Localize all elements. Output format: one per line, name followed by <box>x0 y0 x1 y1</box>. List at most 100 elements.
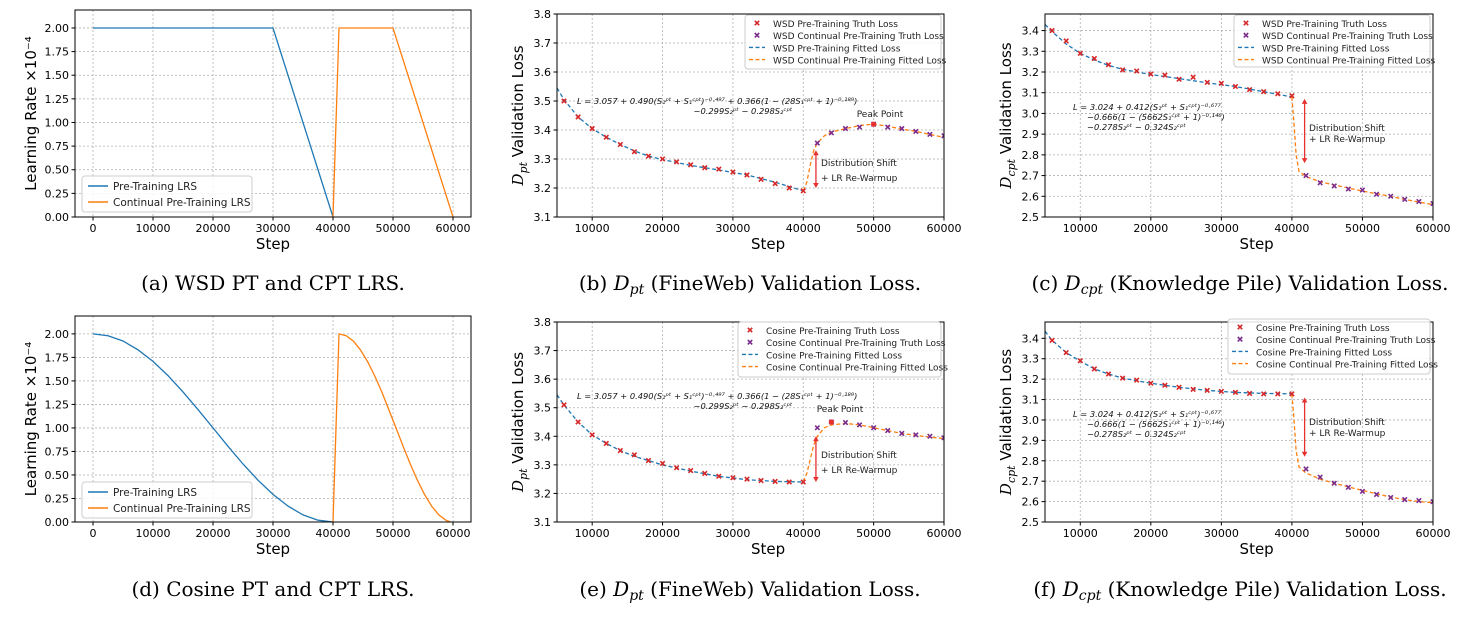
peak-point-marker <box>871 121 877 127</box>
x-tick-label: 10000 <box>1063 527 1098 540</box>
y-tick-label: 0.50 <box>45 164 70 177</box>
data-point <box>800 188 807 194</box>
data-point <box>1402 196 1408 203</box>
caption-prefix: (b) <box>579 271 614 295</box>
data-point <box>1162 382 1168 389</box>
series-line-3 <box>1291 393 1433 504</box>
y-label-subscript: pt <box>517 161 530 173</box>
data-point <box>828 130 835 136</box>
caption-suffix: (Knowledge Pile) Validation Loss. <box>1101 577 1446 601</box>
data-point <box>856 124 863 130</box>
y-tick-label: 3.0 <box>1022 414 1040 427</box>
x-tick-label: 50000 <box>856 222 891 235</box>
data-point <box>575 419 581 425</box>
data-point <box>1119 67 1126 73</box>
y-tick-label: 0.00 <box>45 211 70 224</box>
legend-label: Cosine Pre-Training Fitted Loss <box>766 351 902 361</box>
x-tick-label: 50000 <box>1345 222 1380 235</box>
x-tick-label: 20000 <box>1133 527 1168 540</box>
data-point <box>1204 79 1211 86</box>
data-point <box>1331 480 1338 486</box>
data-point <box>1359 488 1366 495</box>
legend-label: Cosine Pre-Training Truth Loss <box>766 327 900 337</box>
x-tick-label: 50000 <box>376 222 411 235</box>
y-tick-label: 1.75 <box>45 46 70 59</box>
arrow-head-icon <box>1301 98 1308 104</box>
data-point <box>1345 186 1352 192</box>
data-point <box>758 176 764 183</box>
legend-marker <box>754 20 760 26</box>
data-point <box>842 125 849 132</box>
data-point <box>1176 384 1182 391</box>
plot-area <box>557 394 944 485</box>
x-tick-label: 60000 <box>436 527 471 540</box>
caption-prefix: (a) WSD PT and CPT LRS. <box>141 271 405 295</box>
subplot-d: 0 10000 20000 30000 40000 50000 60000 0.00 0.25 0… <box>22 315 472 601</box>
x-tick-label: 60000 <box>436 222 471 235</box>
annotation-line1: Distribution Shift <box>1309 124 1385 134</box>
data-point <box>1387 193 1394 200</box>
legend: Cosine Pre-Training Truth Loss Cosine Con… <box>737 321 948 378</box>
data-point <box>772 478 778 485</box>
y-tick-label: 1.50 <box>45 375 70 388</box>
data-point <box>1246 390 1253 397</box>
legend-marker <box>1237 336 1243 342</box>
fitted-formula-line: L = 3.057 + 0.490(S₁ᵖᵗ + S₁ᶜᵖᵗ)⁻⁰·⁴⁹⁷ + … <box>577 391 857 401</box>
axes-frame <box>1044 13 1434 218</box>
fitted-formula-line: L = 3.057 + 0.490(S₁ᵖᵗ + S₁ᶜᵖᵗ)⁻⁰·⁴⁹⁷ + … <box>577 96 857 106</box>
annotation-line2: + LR Re-Warmup <box>1309 429 1386 439</box>
data-point <box>1119 375 1126 381</box>
data-point <box>575 114 581 120</box>
x-tick-label: 10000 <box>136 222 171 235</box>
y-tick-label: 1.25 <box>45 93 70 106</box>
peak-point-label: Peak Point <box>857 110 904 120</box>
data-point <box>1232 83 1239 90</box>
legend-label: Cosine Continual Pre-Training Fitted Los… <box>766 364 948 374</box>
data-point <box>744 172 750 178</box>
data-point <box>730 169 736 175</box>
caption-prefix: (c) <box>1031 271 1064 295</box>
subfigure-caption: (e) Dpt (FineWeb) Validation Loss. <box>579 577 920 604</box>
y-tick-label: 0.00 <box>45 516 70 529</box>
subfigure-caption: (c) Dcpt (Knowledge Pile) Validation Los… <box>1031 271 1448 298</box>
x-tick-label: 50000 <box>376 527 411 540</box>
legend-label: WSD Continual Pre-Training Fitted Loss <box>1262 57 1436 67</box>
data-point <box>1148 380 1154 386</box>
subfigure-caption: (b) Dpt (FineWeb) Validation Loss. <box>579 271 921 298</box>
data-point <box>1402 496 1408 503</box>
y-tick-label: 1.00 <box>45 116 70 129</box>
x-axis-label: Step <box>256 540 290 558</box>
y-tick-label: 3.7 <box>534 345 552 358</box>
legend-label: WSD Continual Pre-Training Truth Loss <box>773 32 944 42</box>
data-point <box>1176 76 1182 83</box>
data-point <box>561 402 567 408</box>
data-point <box>814 140 821 146</box>
legend-box <box>1233 14 1431 68</box>
caption-suffix: (FineWeb) Validation Loss. <box>644 577 921 601</box>
y-tick-label: 0.25 <box>45 492 70 505</box>
data-point <box>800 479 807 485</box>
data-point <box>687 467 694 474</box>
caption-symbol: D <box>612 577 629 601</box>
data-point <box>589 432 595 438</box>
data-point <box>899 430 905 437</box>
x-tick-label: 20000 <box>196 527 231 540</box>
data-point <box>1373 491 1380 498</box>
x-tick-label: 60000 <box>1416 222 1451 235</box>
legend-label: Continual Pre-Training LRS <box>113 503 251 515</box>
data-point <box>1049 337 1055 344</box>
caption-subscript: pt <box>629 588 644 604</box>
data-point <box>1345 484 1352 491</box>
data-point <box>1416 497 1422 504</box>
data-point <box>1260 391 1267 397</box>
arrow-head-icon <box>1301 397 1308 403</box>
arrow-head-icon <box>813 436 819 442</box>
fitted-formula-line: −0.299S₂ᵖᵗ − 0.298S₂ᶜᵖᵗ <box>694 401 793 411</box>
y-tick-label: 3.2 <box>534 182 552 195</box>
data-point <box>884 124 891 130</box>
data-point <box>617 141 624 148</box>
data-point <box>786 479 792 485</box>
data-point <box>786 185 792 191</box>
legend-label: WSD Pre-Training Truth Loss <box>1262 20 1387 30</box>
